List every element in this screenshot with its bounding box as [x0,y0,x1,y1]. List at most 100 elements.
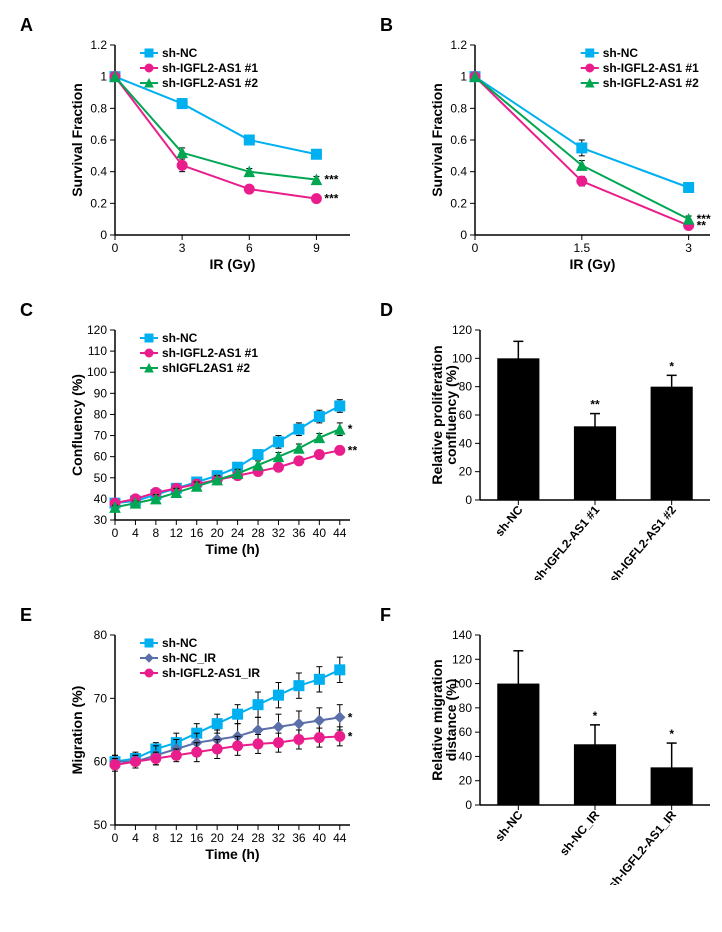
svg-text:8: 8 [153,831,160,845]
svg-text:0: 0 [465,798,472,812]
chart-b-svg: 00.20.40.60.811.201.53IR (Gy)Survival Fr… [430,35,720,275]
panel-label-c: C [20,300,33,321]
svg-text:12: 12 [170,526,184,540]
svg-text:24: 24 [231,526,245,540]
svg-text:20: 20 [210,526,224,540]
svg-text:60: 60 [459,725,473,739]
svg-text:Survival Fraction: Survival Fraction [70,83,85,197]
svg-text:50: 50 [94,818,108,832]
svg-text:100: 100 [452,351,472,365]
svg-text:sh-IGFL2-AS1 #1: sh-IGFL2-AS1 #1 [530,503,603,580]
panel-e: E 50607080048121620242832364044Time (h)M… [20,610,360,885]
panel-b: B 00.20.40.60.811.201.53IR (Gy)Survival … [380,20,720,275]
chart-a-svg: 00.20.40.60.811.20369IR (Gy)Survival Fra… [70,35,360,275]
svg-text:6: 6 [246,241,253,255]
svg-text:sh-NC_IR: sh-NC_IR [557,808,603,859]
svg-text:sh-IGFL2-AS1 #1: sh-IGFL2-AS1 #1 [603,61,699,75]
svg-text:sh-NC: sh-NC [162,46,198,60]
svg-text:16: 16 [190,831,204,845]
svg-text:60: 60 [94,450,108,464]
svg-text:1: 1 [100,70,107,84]
chart-c-svg: 3040506070809010011012004812162024283236… [70,320,360,560]
svg-text:1.2: 1.2 [450,38,467,52]
panel-label-e: E [20,605,32,626]
svg-text:16: 16 [190,526,204,540]
chart-f-svg: 020406080100120140sh-NC*sh-NC_IR*sh-IGFL… [430,625,720,885]
svg-text:80: 80 [459,701,473,715]
svg-text:***: *** [324,173,338,187]
svg-text:110: 110 [88,344,107,358]
panel-label-d: D [380,300,393,321]
svg-text:0.2: 0.2 [450,196,467,210]
svg-text:*: * [669,727,674,741]
svg-text:28: 28 [251,526,265,540]
svg-text:20: 20 [459,774,473,788]
svg-text:44: 44 [333,831,347,845]
svg-text:30: 30 [94,513,108,527]
svg-text:70: 70 [94,691,108,705]
svg-text:40: 40 [459,436,473,450]
svg-text:Migration (%): Migration (%) [70,686,85,775]
svg-text:Time (h): Time (h) [205,846,259,862]
panel-label-b: B [380,15,393,36]
svg-text:100: 100 [87,365,107,379]
svg-text:sh-NC_IR: sh-NC_IR [162,651,216,665]
svg-text:*: * [348,729,353,743]
svg-text:0.4: 0.4 [450,165,467,179]
svg-text:40: 40 [313,526,327,540]
svg-text:80: 80 [94,407,108,421]
svg-text:8: 8 [153,526,160,540]
svg-text:*: * [348,710,353,724]
svg-text:40: 40 [94,492,108,506]
svg-text:1: 1 [460,70,467,84]
svg-text:IR (Gy): IR (Gy) [210,256,256,272]
svg-text:**: ** [590,398,600,412]
svg-text:sh-NC: sh-NC [603,46,639,60]
svg-text:***: *** [697,212,711,226]
svg-text:80: 80 [459,380,473,394]
svg-text:0: 0 [460,228,467,242]
svg-text:120: 120 [87,323,107,337]
svg-text:40: 40 [459,749,473,763]
svg-text:3: 3 [179,241,186,255]
svg-text:sh-IGFL2-AS1 #1: sh-IGFL2-AS1 #1 [162,61,258,75]
svg-text:40: 40 [313,831,327,845]
svg-text:0: 0 [472,241,479,255]
svg-text:4: 4 [132,831,139,845]
svg-text:***: *** [324,192,338,206]
svg-text:0: 0 [465,493,472,507]
svg-text:sh-NC: sh-NC [492,503,526,539]
figure-grid: A 00.20.40.60.811.20369IR (Gy)Survival F… [20,20,702,885]
svg-text:sh-IGFL2-AS1_IR: sh-IGFL2-AS1_IR [605,808,679,885]
svg-text:0.6: 0.6 [450,133,467,147]
svg-text:*: * [669,359,674,373]
panel-f: F 020406080100120140sh-NC*sh-NC_IR*sh-IG… [380,610,720,885]
svg-text:0: 0 [112,241,119,255]
svg-text:80: 80 [94,628,108,642]
panel-d: D 020406080100120sh-NC**sh-IGFL2-AS1 #1*… [380,305,720,580]
svg-text:0.2: 0.2 [90,196,107,210]
svg-text:36: 36 [292,831,306,845]
svg-text:24: 24 [231,831,245,845]
svg-text:1.2: 1.2 [90,38,107,52]
svg-text:0.8: 0.8 [450,101,467,115]
svg-text:shIGFL2AS1 #2: shIGFL2AS1 #2 [162,361,250,375]
svg-text:sh-IGFL2-AS1 #2: sh-IGFL2-AS1 #2 [607,503,680,580]
panel-c: C 30405060708090100110120048121620242832… [20,305,360,580]
svg-text:*: * [593,709,598,723]
svg-text:confluency (%): confluency (%) [443,365,459,465]
svg-text:sh-NC: sh-NC [162,331,198,345]
svg-text:sh-IGFL2-AS1 #2: sh-IGFL2-AS1 #2 [603,76,699,90]
svg-text:0.8: 0.8 [90,101,107,115]
svg-text:Survival Fraction: Survival Fraction [430,83,445,197]
svg-text:44: 44 [333,526,347,540]
svg-text:28: 28 [251,831,265,845]
svg-text:60: 60 [94,755,108,769]
svg-text:20: 20 [459,465,473,479]
svg-text:sh-NC: sh-NC [492,808,526,844]
svg-text:120: 120 [452,652,472,666]
svg-text:9: 9 [313,241,320,255]
svg-text:120: 120 [452,323,472,337]
svg-text:sh-NC: sh-NC [162,636,198,650]
svg-text:*: * [348,422,353,436]
